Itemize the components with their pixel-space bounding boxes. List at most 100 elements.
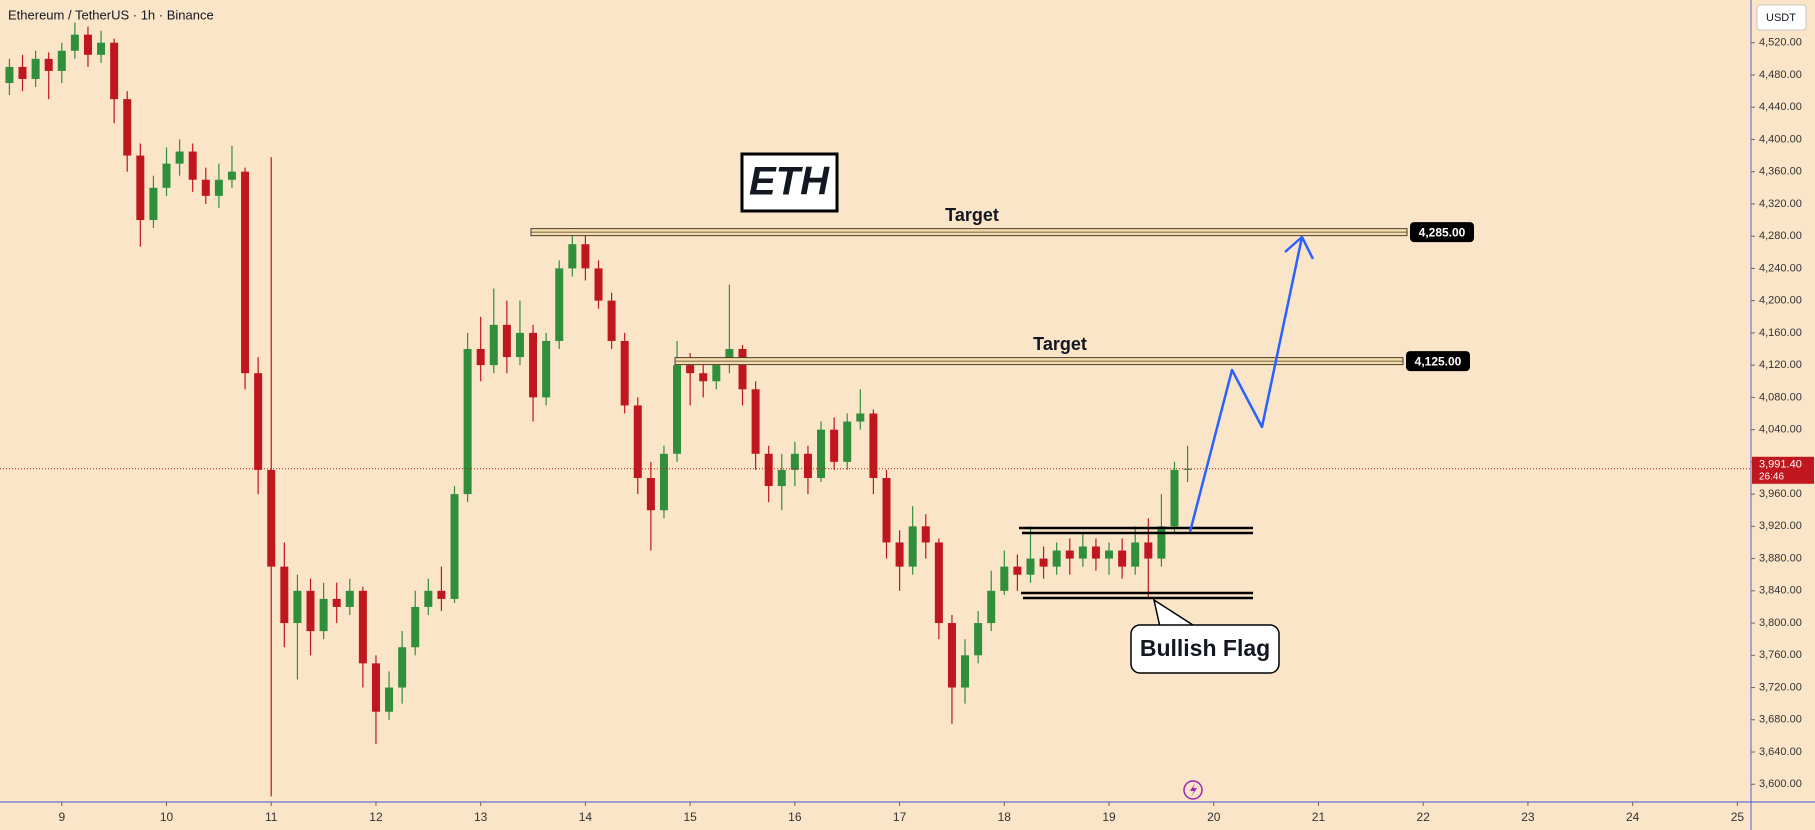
candle-body xyxy=(542,340,551,398)
candle-body xyxy=(1026,558,1035,575)
candle-body xyxy=(411,606,420,648)
chart-title: Ethereum / TetherUS · 1h · Binance xyxy=(8,7,214,22)
projection-arrow xyxy=(1188,235,1315,533)
candle-body xyxy=(790,453,799,470)
callout-pointer xyxy=(1152,598,1197,628)
candle-body xyxy=(31,58,40,79)
target-text: Target xyxy=(1033,334,1087,354)
candle-body xyxy=(594,268,603,301)
currency-button[interactable] xyxy=(1756,4,1807,31)
target-price: 4,285.00 xyxy=(1419,225,1466,239)
callout-label: Bullish Flag xyxy=(1140,635,1270,661)
candle-body xyxy=(1170,469,1179,527)
candle-body xyxy=(555,268,564,341)
candle-body xyxy=(659,453,668,511)
candle-body xyxy=(607,300,616,341)
candle-body xyxy=(633,405,642,478)
candle-body xyxy=(908,526,917,567)
candle-body xyxy=(646,477,655,511)
candle-body xyxy=(476,349,485,366)
candles xyxy=(5,22,1192,797)
y-tick-label: 4,400.00 xyxy=(1759,133,1802,145)
y-tick-label: 4,240.00 xyxy=(1759,262,1802,274)
candle-body xyxy=(529,332,538,398)
candle-body xyxy=(856,413,865,422)
candle-body xyxy=(1157,526,1166,559)
x-tick-label: 25 xyxy=(1731,810,1745,824)
y-tick-label: 4,440.00 xyxy=(1759,101,1802,113)
x-tick-label: 20 xyxy=(1207,810,1221,824)
candle-body xyxy=(803,453,812,478)
candle-body xyxy=(581,244,590,269)
candle-body xyxy=(869,413,878,478)
y-tick-label: 3,760.00 xyxy=(1759,649,1802,661)
y-tick-label: 4,280.00 xyxy=(1759,230,1802,242)
y-tick-label: 3,960.00 xyxy=(1759,488,1802,500)
candle-body xyxy=(1131,542,1140,567)
candle-body xyxy=(1013,566,1022,575)
candle-body xyxy=(921,526,930,543)
candle-body xyxy=(1144,542,1153,559)
candle-body xyxy=(830,429,839,462)
callout-box xyxy=(1130,624,1280,674)
event-icon[interactable] xyxy=(1183,780,1203,800)
candle-body xyxy=(214,179,223,196)
candle-body xyxy=(934,542,943,624)
x-tick-label: 14 xyxy=(579,810,593,824)
event-bolt xyxy=(1190,783,1197,797)
candle-body xyxy=(699,373,708,382)
overlays: Target 4,285.00 Target 4,125.00 xyxy=(0,205,1751,470)
candle-body xyxy=(267,469,276,567)
eth-label: ETH xyxy=(749,160,830,204)
x-tick-label: 15 xyxy=(683,810,697,824)
price-tag-label: 3,991.40 xyxy=(1759,459,1802,471)
x-tick-label: 9 xyxy=(58,810,65,824)
y-tick-label: 4,480.00 xyxy=(1759,69,1802,81)
candle-body xyxy=(463,349,472,495)
y-tick-label: 4,320.00 xyxy=(1759,198,1802,210)
x-tick-label: 21 xyxy=(1312,810,1326,824)
candle-body xyxy=(332,598,341,607)
x-tick-label: 16 xyxy=(788,810,802,824)
y-tick-label: 4,200.00 xyxy=(1759,295,1802,307)
candle-body xyxy=(673,365,682,454)
y-tick-label: 4,040.00 xyxy=(1759,424,1802,436)
candle-body xyxy=(254,373,263,470)
candle-body xyxy=(293,590,302,624)
candle-body xyxy=(1105,550,1114,559)
candle-body xyxy=(974,623,983,656)
candle-body xyxy=(502,324,511,358)
candle-body xyxy=(725,349,734,366)
candle-body xyxy=(751,389,760,454)
y-tick-label: 4,520.00 xyxy=(1759,37,1802,49)
candle-body xyxy=(123,99,132,156)
target-price: 4,125.00 xyxy=(1415,354,1462,368)
candle-body xyxy=(175,151,184,164)
y-tick-label: 4,080.00 xyxy=(1759,391,1802,403)
candle-body xyxy=(895,542,904,567)
target-pill xyxy=(1410,222,1474,243)
candle-body xyxy=(241,171,250,374)
candle-body xyxy=(1039,558,1048,567)
candle-body xyxy=(712,365,721,382)
candle-body xyxy=(738,349,747,390)
candle-body xyxy=(961,655,970,688)
candle-body xyxy=(1052,550,1061,567)
candle-body xyxy=(777,469,786,487)
y-tick-label: 3,640.00 xyxy=(1759,746,1802,758)
candle-body xyxy=(345,590,354,607)
candle-body xyxy=(280,566,289,624)
candle-body xyxy=(358,590,367,664)
candle-body xyxy=(398,647,407,688)
y-tick-label: 3,920.00 xyxy=(1759,520,1802,532)
candle-body xyxy=(319,598,328,632)
candle-body xyxy=(764,453,773,487)
candle-body xyxy=(136,155,145,221)
target-pill xyxy=(1406,351,1470,372)
candle-body xyxy=(450,494,459,599)
candle-body xyxy=(18,66,27,79)
candle-body xyxy=(424,590,433,607)
eth-box xyxy=(740,152,839,213)
candle-body xyxy=(1091,546,1100,559)
